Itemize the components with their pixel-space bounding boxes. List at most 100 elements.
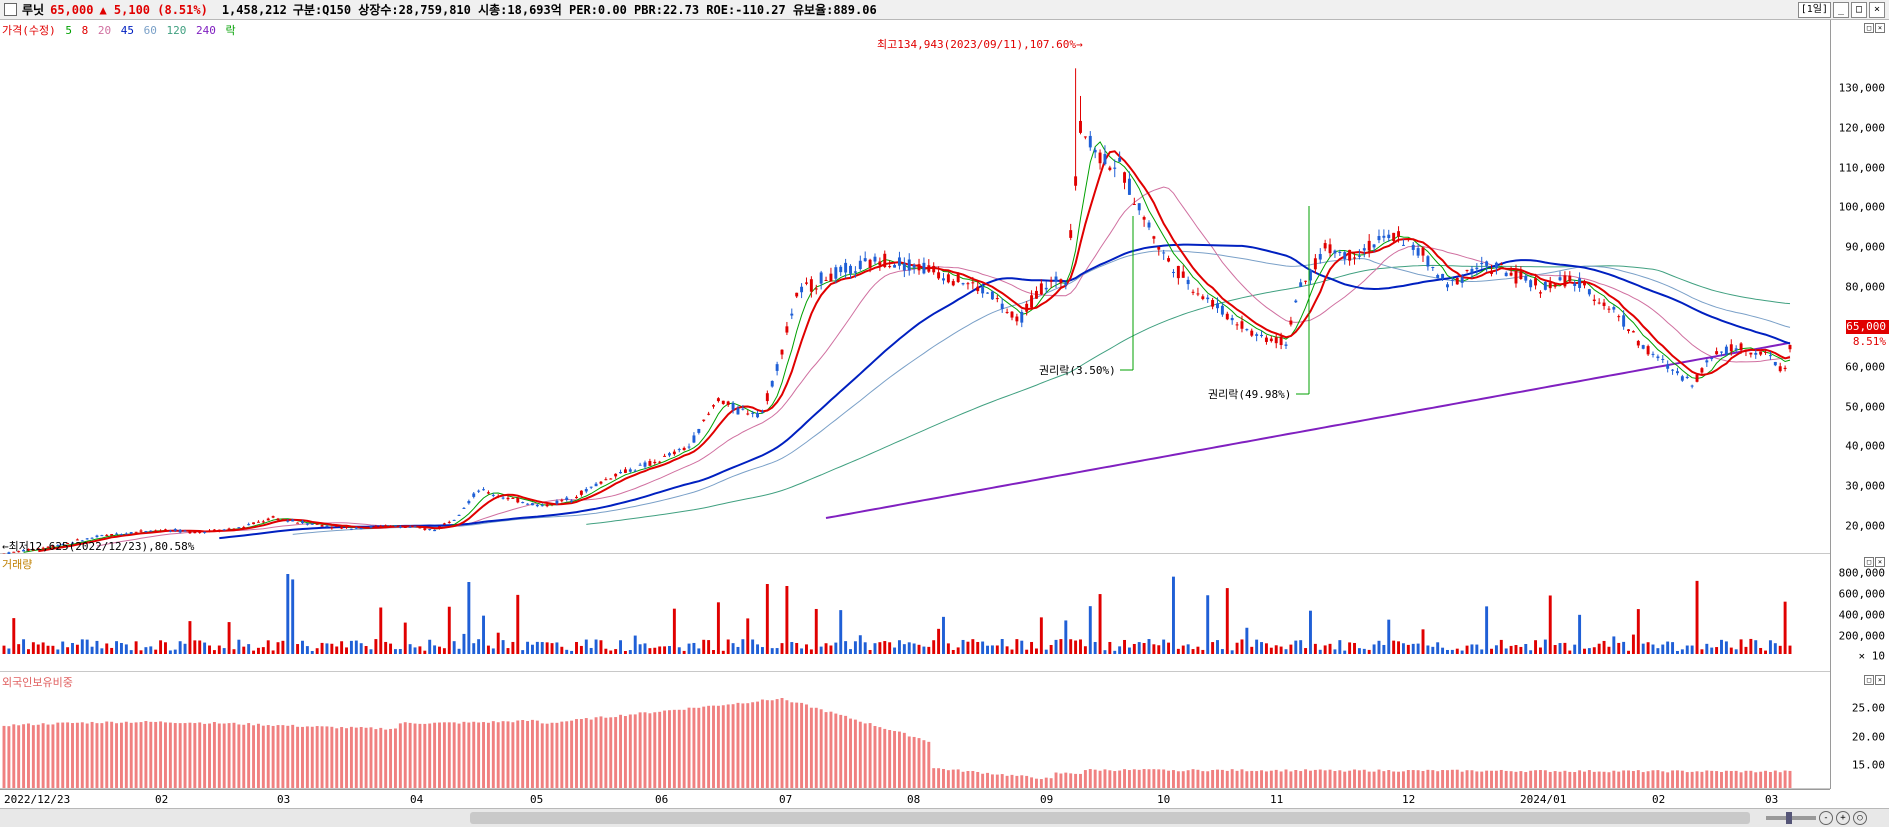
volume-bar bbox=[1353, 643, 1356, 654]
candle-body bbox=[570, 500, 573, 501]
candle bbox=[590, 486, 593, 489]
foreign-ownership-bar bbox=[1470, 770, 1473, 788]
candle bbox=[962, 283, 965, 286]
candle bbox=[1152, 236, 1155, 244]
select-checkbox[interactable] bbox=[4, 3, 17, 16]
foreign-ownership-bar bbox=[1510, 771, 1513, 788]
volume-pane[interactable]: 거래량 bbox=[0, 554, 1830, 672]
zoom-reset-icon[interactable]: ○ bbox=[1853, 811, 1867, 825]
foreign-ownership-bar bbox=[1710, 771, 1713, 788]
candle-body bbox=[389, 525, 392, 526]
volume-bar bbox=[1280, 647, 1283, 654]
volume-bar bbox=[511, 642, 514, 654]
candle-body bbox=[237, 527, 240, 528]
volume-bar bbox=[1363, 649, 1366, 654]
minimize-icon[interactable]: _ bbox=[1833, 2, 1849, 18]
volume-bar bbox=[198, 640, 201, 654]
volume-bar bbox=[688, 644, 691, 654]
foreign-ownership-bar bbox=[502, 721, 505, 788]
candle bbox=[272, 516, 275, 519]
volume-chart[interactable] bbox=[0, 554, 1830, 672]
volume-bar bbox=[1304, 648, 1307, 654]
foreign-ownership-bar bbox=[81, 722, 84, 788]
volume-bar bbox=[790, 642, 793, 654]
candle bbox=[1382, 229, 1385, 241]
volume-bar bbox=[1461, 651, 1464, 654]
candle-body bbox=[1387, 235, 1390, 238]
candle-body bbox=[1187, 280, 1190, 284]
candle-body bbox=[306, 523, 309, 524]
volume-bar bbox=[438, 647, 441, 654]
chart-scrollbar[interactable]: - + ○ bbox=[0, 808, 1889, 827]
price-pane-buttons: □ × bbox=[1864, 23, 1885, 33]
foreign-ownership-bar bbox=[1314, 770, 1317, 788]
pane-restore-icon[interactable]: □ bbox=[1864, 557, 1874, 567]
foreign-ownership-bar bbox=[981, 774, 984, 788]
foreign-ownership-bar bbox=[1573, 772, 1576, 788]
price-chart[interactable] bbox=[0, 20, 1830, 554]
volume-bar bbox=[1216, 640, 1219, 654]
zoom-out-icon[interactable]: - bbox=[1819, 811, 1833, 825]
candle-body bbox=[1744, 349, 1747, 351]
foreign-ownership-bar bbox=[1686, 772, 1689, 788]
zoom-in-icon[interactable]: + bbox=[1836, 811, 1850, 825]
volume-bar bbox=[365, 646, 368, 654]
volume-bar bbox=[702, 640, 705, 654]
close-icon[interactable]: × bbox=[1869, 2, 1885, 18]
volume-bar bbox=[1211, 642, 1214, 654]
period-button[interactable]: [1일] bbox=[1798, 2, 1831, 18]
candle-body bbox=[184, 531, 187, 532]
candle-body bbox=[1735, 348, 1738, 350]
foreign-ownership-bar bbox=[1368, 772, 1371, 788]
foreign-ownership-bar bbox=[570, 721, 573, 788]
foreign-ownership-bar bbox=[1524, 772, 1527, 788]
pane-close-icon[interactable]: × bbox=[1875, 557, 1885, 567]
candle-body bbox=[1700, 368, 1703, 372]
candle-body bbox=[438, 526, 441, 528]
candle-body bbox=[399, 527, 402, 528]
volume-bar bbox=[942, 617, 945, 654]
foreign-ownership-bar bbox=[741, 703, 744, 788]
price-pane[interactable]: 가격(수정) 5 8 20 45 60 120 240 락 최고134,943(… bbox=[0, 20, 1830, 554]
foreign-ownership-bar bbox=[1549, 772, 1552, 788]
candle-body bbox=[815, 288, 818, 289]
candle-body bbox=[1510, 273, 1513, 276]
foreign-ownership-bar bbox=[286, 726, 289, 788]
candle-body bbox=[335, 526, 338, 527]
candle bbox=[918, 259, 921, 275]
candle bbox=[100, 535, 103, 536]
foreign-ownership-bar bbox=[1519, 771, 1522, 788]
foreign-ownership-pane[interactable]: 외국인보유비중 bbox=[0, 672, 1830, 789]
volume-bar bbox=[1475, 645, 1478, 654]
date-tick-label: 04 bbox=[410, 793, 423, 806]
foreign-ownership-bar bbox=[619, 715, 622, 788]
scroll-thumb[interactable] bbox=[470, 812, 1750, 824]
pane-restore-icon[interactable]: □ bbox=[1864, 675, 1874, 685]
pane-close-icon[interactable]: × bbox=[1875, 675, 1885, 685]
foreign-ownership-bar bbox=[614, 717, 617, 788]
volume-bar bbox=[296, 644, 299, 654]
pane-close-icon[interactable]: × bbox=[1875, 23, 1885, 33]
candle-body bbox=[286, 521, 289, 522]
candle bbox=[1392, 233, 1395, 242]
maximize-icon[interactable]: □ bbox=[1851, 2, 1867, 18]
trade-volume: 1,458,212 bbox=[222, 3, 287, 17]
candle-body bbox=[374, 526, 377, 527]
foreign-ownership-chart[interactable] bbox=[0, 672, 1830, 789]
candle-body bbox=[1113, 168, 1116, 169]
foreign-ownership-bar bbox=[668, 710, 671, 788]
volume-bar bbox=[678, 647, 681, 654]
volume-bar bbox=[1152, 644, 1155, 654]
candle-body bbox=[952, 281, 955, 285]
volume-bar bbox=[1588, 648, 1591, 654]
foreign-ownership-bar bbox=[1192, 769, 1195, 788]
candle-body bbox=[1554, 284, 1557, 286]
pane-restore-icon[interactable]: □ bbox=[1864, 23, 1874, 33]
candle-body bbox=[1480, 263, 1483, 264]
foreign-ownership-bar bbox=[409, 723, 412, 788]
candle-body bbox=[1656, 356, 1659, 358]
candle-body bbox=[639, 465, 642, 466]
volume-bar bbox=[1343, 651, 1346, 654]
zoom-slider[interactable] bbox=[1766, 816, 1816, 820]
